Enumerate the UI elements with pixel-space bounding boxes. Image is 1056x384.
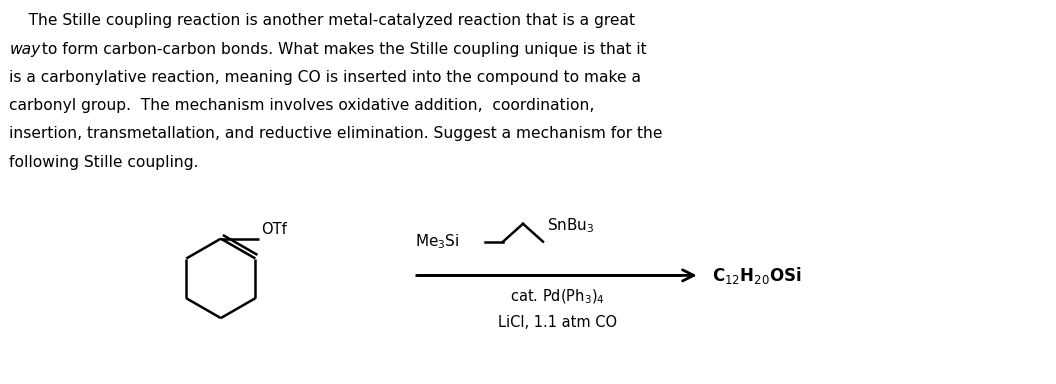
Text: SnBu$_3$: SnBu$_3$ <box>547 217 595 235</box>
Text: is a carbonylative reaction, meaning CO is inserted into the compound to make a: is a carbonylative reaction, meaning CO … <box>10 70 641 85</box>
Text: insertion, transmetallation, and reductive elimination. Suggest a mechanism for : insertion, transmetallation, and reducti… <box>10 126 663 141</box>
Text: OTf: OTf <box>261 222 286 237</box>
Text: cat. Pd(Ph$_3$)$_4$: cat. Pd(Ph$_3$)$_4$ <box>510 287 605 306</box>
Text: The Stille coupling reaction is another metal-catalyzed reaction that is a great: The Stille coupling reaction is another … <box>10 13 636 28</box>
Text: C$_{12}$H$_{20}$OSi: C$_{12}$H$_{20}$OSi <box>712 265 800 286</box>
Text: LiCl, 1.1 atm CO: LiCl, 1.1 atm CO <box>497 315 617 330</box>
Text: Me$_3$Si: Me$_3$Si <box>415 232 459 251</box>
Text: to form carbon-carbon bonds. What makes the Stille coupling unique is that it: to form carbon-carbon bonds. What makes … <box>37 41 647 56</box>
Text: way: way <box>10 41 40 56</box>
Text: following Stille coupling.: following Stille coupling. <box>10 155 199 170</box>
Text: carbonyl group.  The mechanism involves oxidative addition,  coordination,: carbonyl group. The mechanism involves o… <box>10 98 595 113</box>
